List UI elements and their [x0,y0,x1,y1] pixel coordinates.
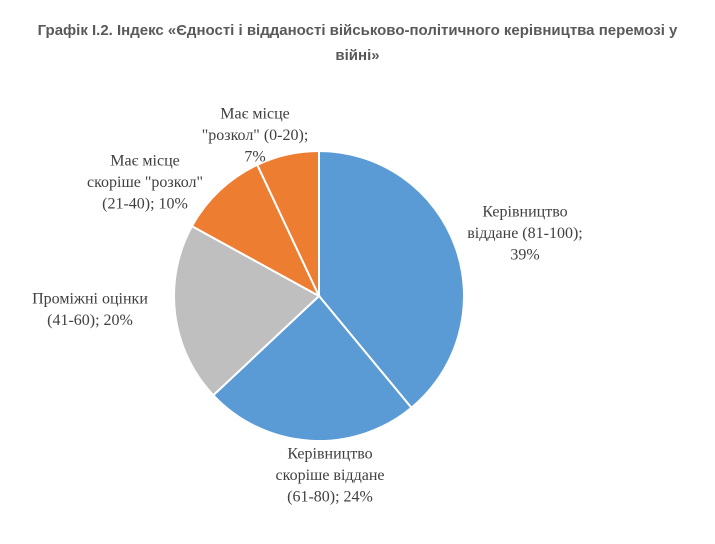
value-label: 7% [244,149,265,166]
value-label: 10% [159,196,188,213]
slice-label: віддане (81-100); [467,225,582,242]
pie-slice [173,224,321,397]
slice-label: скоріше "розкол" [87,174,203,191]
slice-label: Має місце [220,106,290,123]
pie-slice [318,149,465,410]
slice-label: Проміжні оцінки [32,291,148,308]
pie-slice [211,294,413,442]
slice-label: "розкол" (0-20); [202,127,309,144]
value-label: 24% [344,489,373,506]
value-label: 39% [510,247,539,264]
chart-title: Графік І.2. Індекс «Єдності і відданості… [37,22,678,64]
slice-label: (21-40); [102,196,154,213]
slice-label: Керівництво [482,204,567,221]
slice-label: (61-80); [287,489,339,506]
pie-slice [255,149,320,297]
slice-label: Керівництво [287,446,372,463]
slice-label: (41-60); [47,312,99,329]
value-label: 20% [104,312,133,329]
slice-label: Має місце [110,153,180,170]
slice-label: скоріше віддане [276,467,385,484]
pie-slice [190,163,322,299]
